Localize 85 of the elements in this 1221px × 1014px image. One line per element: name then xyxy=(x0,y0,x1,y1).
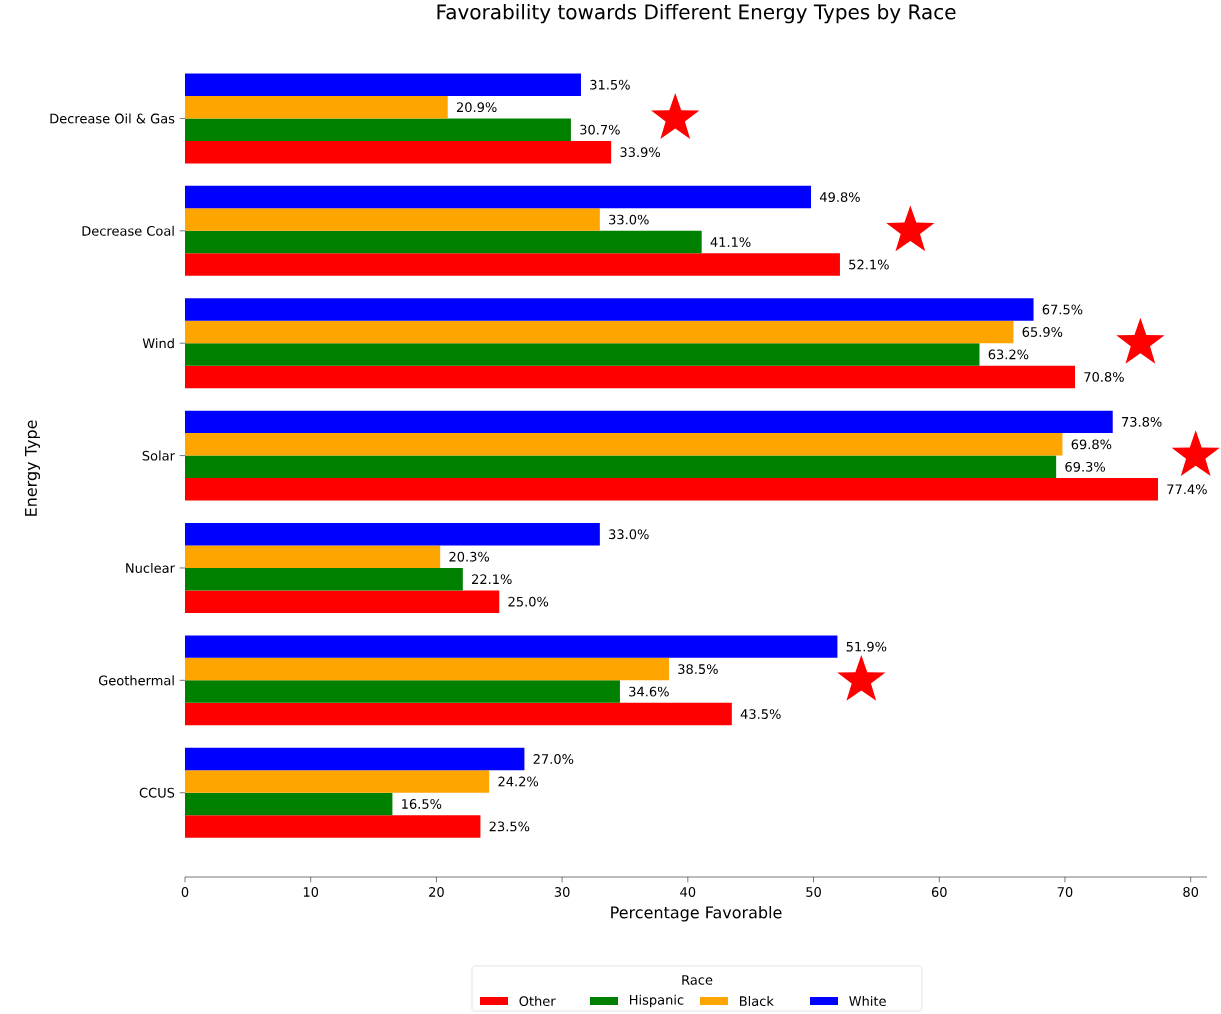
data-label: 31.5% xyxy=(590,79,630,90)
data-label: 52.1% xyxy=(849,259,889,270)
bar xyxy=(185,770,490,793)
point xyxy=(837,655,886,701)
data-label: 69.3% xyxy=(1065,461,1106,472)
data-label: 49.8% xyxy=(819,192,860,203)
data-label: 69.8% xyxy=(1071,439,1112,450)
bar xyxy=(185,298,1034,321)
legend-title: Race xyxy=(682,975,713,985)
data-label: 33.0% xyxy=(609,214,649,225)
legend-label: Hispanic xyxy=(629,994,684,1008)
bar xyxy=(185,455,1057,479)
x-tick-label: 50 xyxy=(806,887,821,897)
bar xyxy=(185,185,812,209)
bar xyxy=(185,365,1076,389)
y-tick-label: Wind xyxy=(142,338,174,349)
point xyxy=(1171,430,1220,477)
bar xyxy=(185,657,669,681)
data-label: 43.5% xyxy=(740,709,781,719)
data-label: 65.9% xyxy=(1022,327,1063,337)
bar xyxy=(185,680,620,703)
data-label: 25.0% xyxy=(508,596,549,607)
bar xyxy=(185,433,1063,456)
data-label: 38.5% xyxy=(678,664,718,675)
data-label: 41.1% xyxy=(710,237,751,247)
data-label: 34.6% xyxy=(629,686,669,697)
bar xyxy=(185,747,525,771)
legend-label: Other xyxy=(519,995,556,1007)
x-tick-label: 80 xyxy=(1183,887,1199,897)
chart-title: Favorability towards Different Energy Types by Race xyxy=(437,3,956,24)
data-label: 16.5% xyxy=(402,799,442,809)
data-label: 77.4% xyxy=(1167,484,1207,495)
bar xyxy=(185,567,463,591)
bar xyxy=(185,253,840,276)
x-axis-title: Percentage Favorable xyxy=(611,906,782,922)
bar xyxy=(185,410,1113,434)
x-tick-label: 60 xyxy=(931,887,947,897)
data-label: 20.3% xyxy=(449,551,490,562)
x-tick-label: 70 xyxy=(1057,887,1073,897)
bar xyxy=(185,702,732,726)
bar xyxy=(185,635,838,658)
y-tick-label: Geothermal xyxy=(98,675,174,686)
point xyxy=(1116,317,1165,364)
data-label: 33.9% xyxy=(620,147,661,158)
bar xyxy=(185,140,612,164)
data-label: 73.8% xyxy=(1122,416,1162,427)
data-label: 63.2% xyxy=(988,349,1029,360)
y-tick-label: Solar xyxy=(142,450,175,461)
y-tick-label: Decrease Oil & Gas xyxy=(50,113,175,124)
data-label: 33.0% xyxy=(609,529,649,540)
y-tick-label: Decrease Coal xyxy=(82,225,174,236)
bar xyxy=(185,523,600,546)
legend-label: White xyxy=(849,995,886,1007)
bar xyxy=(185,95,448,119)
bar xyxy=(185,118,571,141)
x-tick-label: 20 xyxy=(429,887,444,897)
bar xyxy=(185,792,393,816)
bar xyxy=(185,590,500,613)
bar xyxy=(185,208,600,231)
y-tick-label: CCUS xyxy=(139,787,175,798)
point xyxy=(651,93,700,139)
data-label: 67.5% xyxy=(1042,304,1083,315)
x-tick-label: 40 xyxy=(680,887,696,897)
data-label: 51.9% xyxy=(846,641,887,652)
bar xyxy=(185,230,702,254)
bar xyxy=(185,478,1158,501)
data-label: 20.9% xyxy=(456,102,497,113)
bar xyxy=(185,545,441,568)
point xyxy=(886,205,935,252)
data-label: 70.8% xyxy=(1084,371,1124,382)
y-tick-label: Nuclear xyxy=(126,562,175,573)
x-tick-label: 30 xyxy=(554,887,570,897)
data-label: 30.7% xyxy=(580,124,620,135)
bar xyxy=(185,343,980,366)
bar xyxy=(185,320,1014,344)
data-label: 22.1% xyxy=(472,574,512,585)
bar xyxy=(185,73,581,96)
data-label: 24.2% xyxy=(498,776,539,787)
data-label: 27.0% xyxy=(533,754,574,764)
bar xyxy=(185,815,481,838)
y-axis-title: Energy Type xyxy=(25,420,41,516)
x-tick-label: 0 xyxy=(181,887,189,897)
data-label: 23.5% xyxy=(489,821,530,832)
legend-label: Black xyxy=(739,995,774,1007)
x-tick-label: 10 xyxy=(303,887,319,897)
